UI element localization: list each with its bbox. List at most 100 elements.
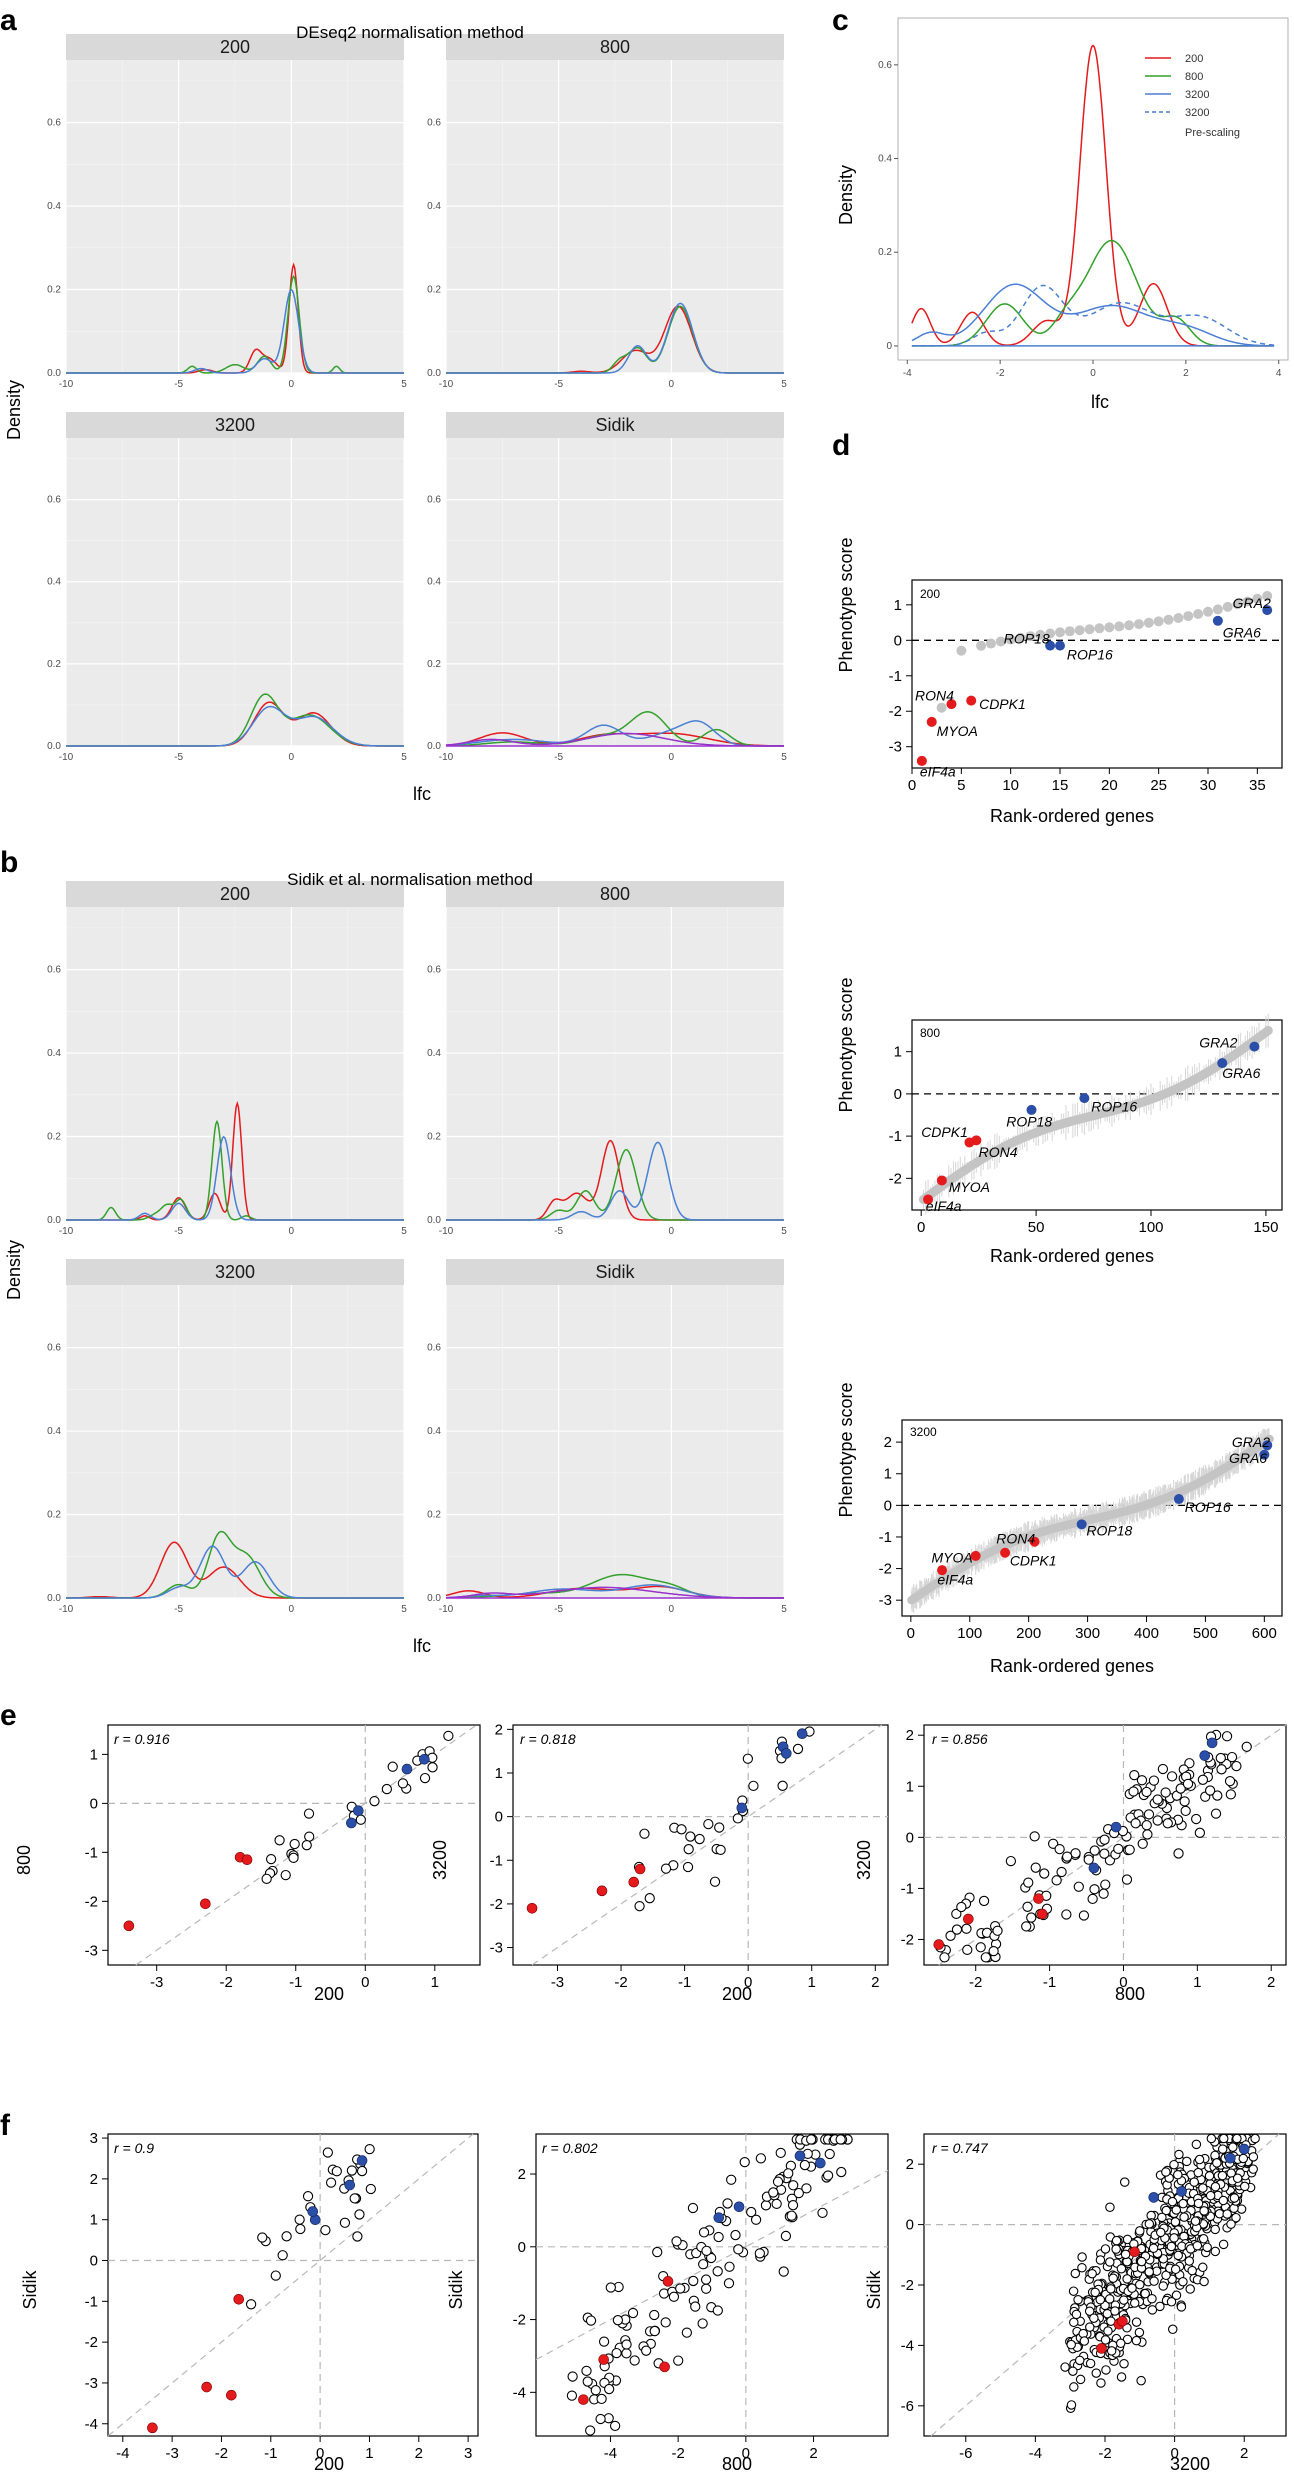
data-point-open	[836, 2166, 847, 2178]
data-point-open	[1095, 2255, 1106, 2265]
gene-point	[1084, 624, 1095, 635]
highlight-point-blue	[1079, 1093, 1090, 1104]
data-point-red	[226, 2389, 237, 2401]
highlight-point-red	[916, 755, 927, 766]
y-tick-label: 0.2	[47, 1132, 61, 1143]
panel-e3-ylabel: 3200	[854, 1840, 874, 1880]
y-tick-label: 0.2	[427, 285, 441, 296]
x-tick-label: 0	[908, 777, 916, 794]
x-tick-label: 500	[1193, 1625, 1218, 1642]
x-tick-label: -5	[174, 379, 183, 390]
x-tick-label: -2	[1098, 2445, 1111, 2462]
x-tick-label: 0	[289, 1604, 295, 1615]
data-point-open	[945, 1930, 956, 1941]
data-point-open	[1191, 1813, 1202, 1825]
data-point-open	[1148, 1775, 1160, 1786]
facet-strip-label: 3200	[215, 415, 255, 435]
data-point-open	[1194, 1827, 1206, 1838]
facet-strip-label: 200	[220, 884, 250, 904]
data-point-open	[265, 1853, 277, 1865]
panel-f3-xlabel: 3200	[1170, 2454, 1210, 2474]
data-point-open	[824, 2148, 835, 2160]
data-point-open	[1135, 2279, 1145, 2290]
data-point-open	[1198, 2183, 1208, 2193]
data-point-open	[1105, 2202, 1115, 2213]
data-point-open	[715, 1844, 726, 1856]
data-point-open	[270, 2270, 281, 2281]
data-point-blue	[1225, 2152, 1236, 2164]
y-tick-label: -2	[490, 1896, 503, 1913]
data-point-open	[1079, 2336, 1090, 2346]
gene-point	[1124, 620, 1135, 631]
panel-e3-xlabel: 800	[1115, 1984, 1145, 2004]
gene-point	[1262, 590, 1273, 601]
x-tick-label: -10	[439, 379, 454, 390]
density-line-blue	[66, 705, 404, 747]
facet-strip	[446, 881, 784, 907]
y-tick-label: 0.0	[427, 1215, 441, 1226]
data-point-open	[1075, 2374, 1086, 2385]
data-point-open	[301, 1840, 312, 1851]
highlight-point-blue	[1249, 1041, 1260, 1052]
data-point-open	[1217, 2144, 1228, 2154]
data-point-open	[690, 2301, 701, 2312]
data-point-open	[956, 1901, 967, 1913]
y-tick-label: 0	[495, 1809, 503, 1826]
data-point-open	[303, 1808, 315, 1819]
data-point-open	[355, 1814, 366, 1825]
data-point-open	[777, 1780, 788, 1791]
x-tick-label: 0	[917, 1219, 925, 1236]
facet-strip	[66, 34, 404, 60]
data-point-open	[581, 2365, 592, 2377]
data-point-open	[682, 1861, 694, 1873]
data-point-open	[364, 2143, 375, 2155]
x-tick-label: 25	[1150, 777, 1167, 794]
facet-strip-label: 800	[600, 37, 630, 57]
x-tick-label: -1	[1043, 1974, 1056, 1991]
data-point-red	[241, 1854, 253, 1865]
x-tick-label: 5	[781, 1604, 787, 1615]
data-point-open	[1122, 2274, 1132, 2284]
data-point-open	[257, 2232, 268, 2243]
data-point-open	[1071, 2309, 1082, 2320]
y-tick-label: -4	[901, 2337, 914, 2354]
x-tick-label: -5	[554, 1226, 563, 1237]
highlight-point-red	[936, 1175, 947, 1186]
x-tick-label: 2	[415, 2445, 423, 2462]
data-point-open	[1184, 1758, 1195, 1769]
data-point-open	[1100, 1879, 1111, 1890]
x-tick-label: -6	[959, 2445, 972, 2462]
data-point-open	[771, 2198, 782, 2210]
gene-label: ROP16	[1185, 1499, 1231, 1515]
panel-f1-xlabel: 200	[314, 2454, 344, 2474]
data-point-open	[1121, 1874, 1133, 1885]
x-tick-label: 15	[1052, 777, 1069, 794]
data-point-blue	[1176, 2186, 1187, 2197]
panel-d800-ylabel: Phenotype score	[836, 977, 856, 1112]
data-point-open	[1078, 1910, 1090, 1921]
data-point-open	[1149, 2276, 1159, 2286]
data-point-open	[683, 1844, 694, 1855]
data-point-open	[1131, 2335, 1142, 2346]
y-tick-label: 0.2	[427, 1510, 441, 1521]
gene-point	[1035, 629, 1046, 640]
data-point-blue	[346, 1817, 357, 1829]
data-point-open	[705, 2252, 717, 2264]
highlight-point-red	[946, 699, 957, 710]
data-point-open	[1226, 1751, 1238, 1763]
data-point-open	[1095, 2295, 1106, 2305]
x-tick-label: 300	[1075, 1625, 1100, 1642]
x-tick-label: -2	[671, 2445, 684, 2462]
data-point-open	[1101, 2365, 1111, 2375]
panel-a-ylabel: Density	[4, 380, 24, 440]
plot-frame	[911, 579, 1283, 769]
data-point-open	[1144, 2267, 1154, 2277]
data-point-open	[1178, 2276, 1188, 2287]
data-point-open	[1212, 1790, 1223, 1801]
data-point-open	[294, 2214, 305, 2225]
data-point-open	[1136, 2256, 1147, 2267]
data-point-open	[1100, 2335, 1111, 2345]
data-point-open	[1232, 2173, 1243, 2184]
highlight-point-red	[923, 1194, 934, 1205]
x-tick-label: -1	[289, 1974, 302, 1991]
